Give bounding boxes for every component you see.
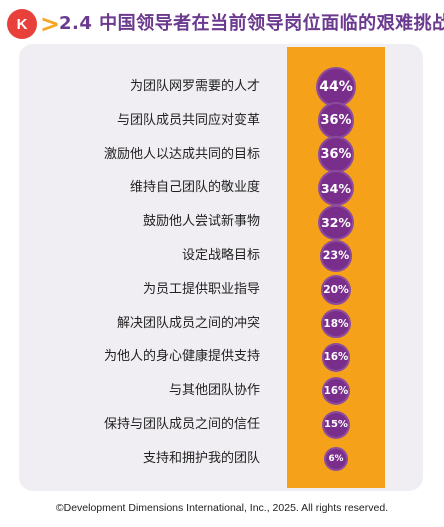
logo-text: K [16,15,28,33]
value-bubble: 18% [321,308,351,339]
value-label: 34% [320,180,352,196]
category-label: 鼓励他人尝试新事物 [142,214,260,230]
value-bubble: 34% [318,170,354,207]
value-label: 20% [323,283,349,297]
category-label: 维持自己团队的敬业度 [129,180,260,196]
page-title: 2.4 中国领导者在当前领导岗位面临的艰难挑战 [59,13,444,34]
category-label: 与团队成员共同应对变革 [116,112,260,128]
category-label: 保持与团队成员之间的信任 [103,417,260,432]
value-bubble: 6% [323,446,349,472]
value-bubble: 16% [321,343,351,372]
copyright-footer: ©Development Dimensions International, I… [55,502,389,514]
category-label: 激励他人以达成共同的目标 [103,146,260,162]
category-label: 解决团队成员之间的冲突 [116,315,260,331]
value-label: 18% [323,317,349,330]
value-bubble: 15% [321,410,351,440]
value-label: 16% [323,351,349,363]
category-label: 与其他团队协作 [168,383,260,399]
value-label: 23% [322,249,350,263]
value-bubble: 20% [320,274,352,305]
value-label: 36% [320,147,352,163]
value-bubble: 44% [316,67,356,107]
header: K > 2.4 中国领导者在当前领导岗位面临的艰难挑战 [0,0,444,44]
category-label: 为他人的身心健康提供支持 [103,349,260,365]
category-label: 为团队网罗需要的人才 [129,79,260,94]
value-bubble: 23% [320,240,352,272]
value-label: 6% [328,453,344,464]
value-label: 16% [323,385,349,397]
value-bubble: 36% [317,136,355,173]
value-bubble: 16% [321,376,351,406]
value-bubble: 32% [318,204,354,240]
value-bubble: 36% [317,102,355,140]
category-label: 支持和拥护我的团队 [142,450,260,466]
value-label: 32% [321,214,351,230]
value-label: 36% [320,113,352,129]
chevron-right-icon: > [40,10,61,38]
category-label: 为员工提供职业指导 [142,281,260,297]
category-label: 设定战略目标 [181,248,260,263]
value-label: 44% [319,79,353,95]
brand-logo-icon: K [7,9,37,39]
value-label: 15% [324,419,348,431]
